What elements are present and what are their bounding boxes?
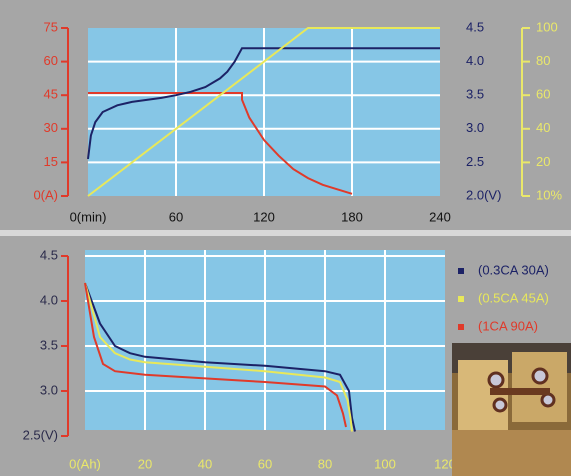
terminal	[533, 369, 547, 383]
y-tick-label: 3.0	[40, 382, 58, 397]
legend-swatch	[458, 296, 464, 302]
legend-label: (0.3CA 30A)	[478, 262, 549, 277]
x-tick-label: 20	[138, 456, 152, 471]
y-tick-label: 2.5(V)	[23, 427, 58, 442]
y2-tick-label: 4.0	[466, 53, 484, 68]
terminal	[489, 373, 503, 387]
y2-tick-label: 3.5	[466, 87, 484, 102]
y3-bottom-label: 10%	[536, 187, 562, 202]
y-tick-label: 4.5	[40, 247, 58, 262]
y2-tick-label: 4.5	[466, 19, 484, 34]
y2-tick-label: 3.0	[466, 120, 484, 135]
cell-row	[452, 430, 571, 476]
x-tick-label: 120	[253, 209, 275, 224]
legend-label: (1CA 90A)	[478, 318, 538, 333]
y2-tick-label: 2.5	[466, 154, 484, 169]
charge-discharge-screen: 0(min) 60 120 180 240 0(A) 15 30 45 60 75 2.0(V) 2.5…	[0, 0, 571, 476]
y-tick-label: 45	[44, 87, 58, 102]
legend-swatch	[458, 268, 464, 274]
legend-swatch	[458, 324, 464, 330]
y-tick-label: 4.0	[40, 292, 58, 307]
x-tick-label: 60	[169, 209, 183, 224]
y3-tick-label: 100	[536, 19, 558, 34]
y3-tick-label: 80	[536, 53, 550, 68]
x-tick-label: 0(min)	[70, 209, 107, 224]
busbar	[490, 388, 550, 395]
x-tick-label: 240	[429, 209, 451, 224]
y3-tick-label: 40	[536, 120, 550, 135]
y3-tick-label: 60	[536, 87, 550, 102]
x-tick-label: 80	[318, 456, 332, 471]
y-tick-label: 15	[44, 154, 58, 169]
y-tick-label: 75	[44, 19, 58, 34]
x-tick-label: 100	[374, 456, 396, 471]
x-tick-label: 40	[198, 456, 212, 471]
battery-photo	[452, 343, 571, 476]
terminal	[542, 394, 554, 406]
y-tick-label: 30	[44, 120, 58, 135]
y-tick-label: 60	[44, 53, 58, 68]
terminal	[494, 399, 506, 411]
y-tick-label: 0(A)	[33, 187, 58, 202]
x-tick-label: 180	[341, 209, 363, 224]
legend-label: (0.5CA 45A)	[478, 290, 549, 305]
y3-tick-label: 20	[536, 154, 550, 169]
divider	[0, 230, 571, 236]
cell	[512, 352, 567, 422]
x-tick-label: 60	[258, 456, 272, 471]
x-tick-label: 0(Ah)	[69, 456, 101, 471]
y-tick-label: 3.5	[40, 337, 58, 352]
y2-tick-label: 2.0(V)	[466, 187, 501, 202]
